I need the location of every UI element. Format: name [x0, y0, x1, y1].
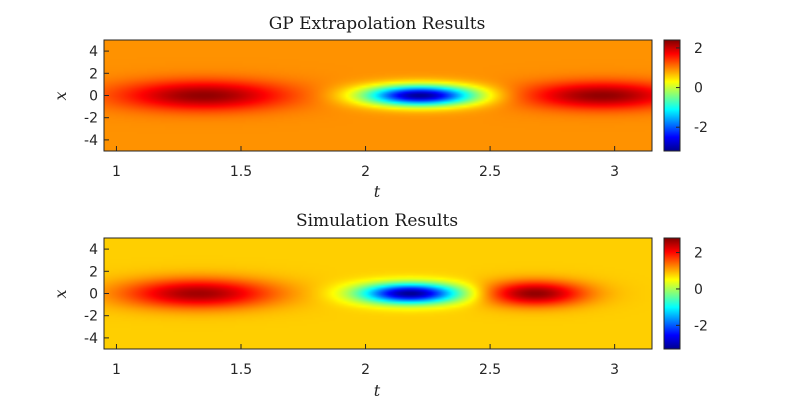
chart-title: Simulation Results [296, 211, 458, 231]
colorbar-tick-label: -2 [694, 120, 708, 136]
y-tick-label: -2 [84, 111, 98, 127]
colorbar-tick-label: 0 [694, 81, 703, 97]
heatmap-image [104, 40, 652, 151]
x-tick-label: 3 [610, 362, 619, 378]
x-tick-label: 1.5 [230, 362, 252, 378]
y-tick-label: 0 [89, 89, 98, 105]
colorbar-tick-label: 0 [694, 282, 703, 298]
y-tick-label: 2 [89, 66, 98, 82]
x-tick-label: 1 [112, 362, 121, 378]
x-tick-label: 2.5 [479, 164, 501, 180]
x-tick-label: 2.5 [479, 362, 501, 378]
x-tick-label: 1 [112, 164, 121, 180]
y-tick-label: -4 [84, 133, 98, 149]
chart-panel-gp: GP Extrapolation Results 4 2 0 -2 -4 1 1.5 2 2.… [51, 14, 708, 201]
chart-panel-simulation: Simulation Results 4 2 0 -2 -4 1 1.5 2 2.5 3 x t… [51, 211, 708, 400]
y-tick-label: -2 [84, 309, 98, 325]
y-axis-label: x [51, 289, 70, 298]
x-ticks: 1 1.5 2 2.5 3 [112, 344, 619, 378]
colorbar-tick-label: -2 [694, 318, 708, 334]
y-ticks: 4 2 0 -2 -4 [84, 44, 109, 149]
colorbar: 2 0 -2 [663, 237, 708, 350]
colorbar: 2 0 -2 [663, 39, 708, 152]
y-tick-label: 2 [89, 264, 98, 280]
heatmap-area [103, 237, 653, 350]
y-tick-label: 0 [89, 287, 98, 303]
x-ticks: 1 1.5 2 2.5 3 [112, 146, 619, 180]
chart-title: GP Extrapolation Results [269, 14, 486, 34]
y-axis-label: x [51, 91, 70, 100]
x-tick-label: 1.5 [230, 164, 252, 180]
y-tick-label: -4 [84, 331, 98, 347]
y-tick-label: 4 [89, 44, 98, 60]
x-tick-label: 3 [610, 164, 619, 180]
y-tick-label: 4 [89, 242, 98, 258]
heatmap-area [103, 39, 653, 152]
colorbar-tick-label: 2 [694, 41, 703, 57]
heatmap-image [104, 238, 652, 349]
colorbar-ticks: 2 0 -2 [676, 246, 708, 334]
x-axis-label: t [374, 381, 381, 400]
colorbar-tick-label: 2 [694, 246, 703, 262]
x-axis-label: t [374, 182, 381, 201]
y-ticks: 4 2 0 -2 -4 [84, 242, 109, 347]
x-tick-label: 2 [361, 164, 370, 180]
colorbar-ticks: 2 0 -2 [676, 41, 708, 136]
x-tick-label: 2 [361, 362, 370, 378]
